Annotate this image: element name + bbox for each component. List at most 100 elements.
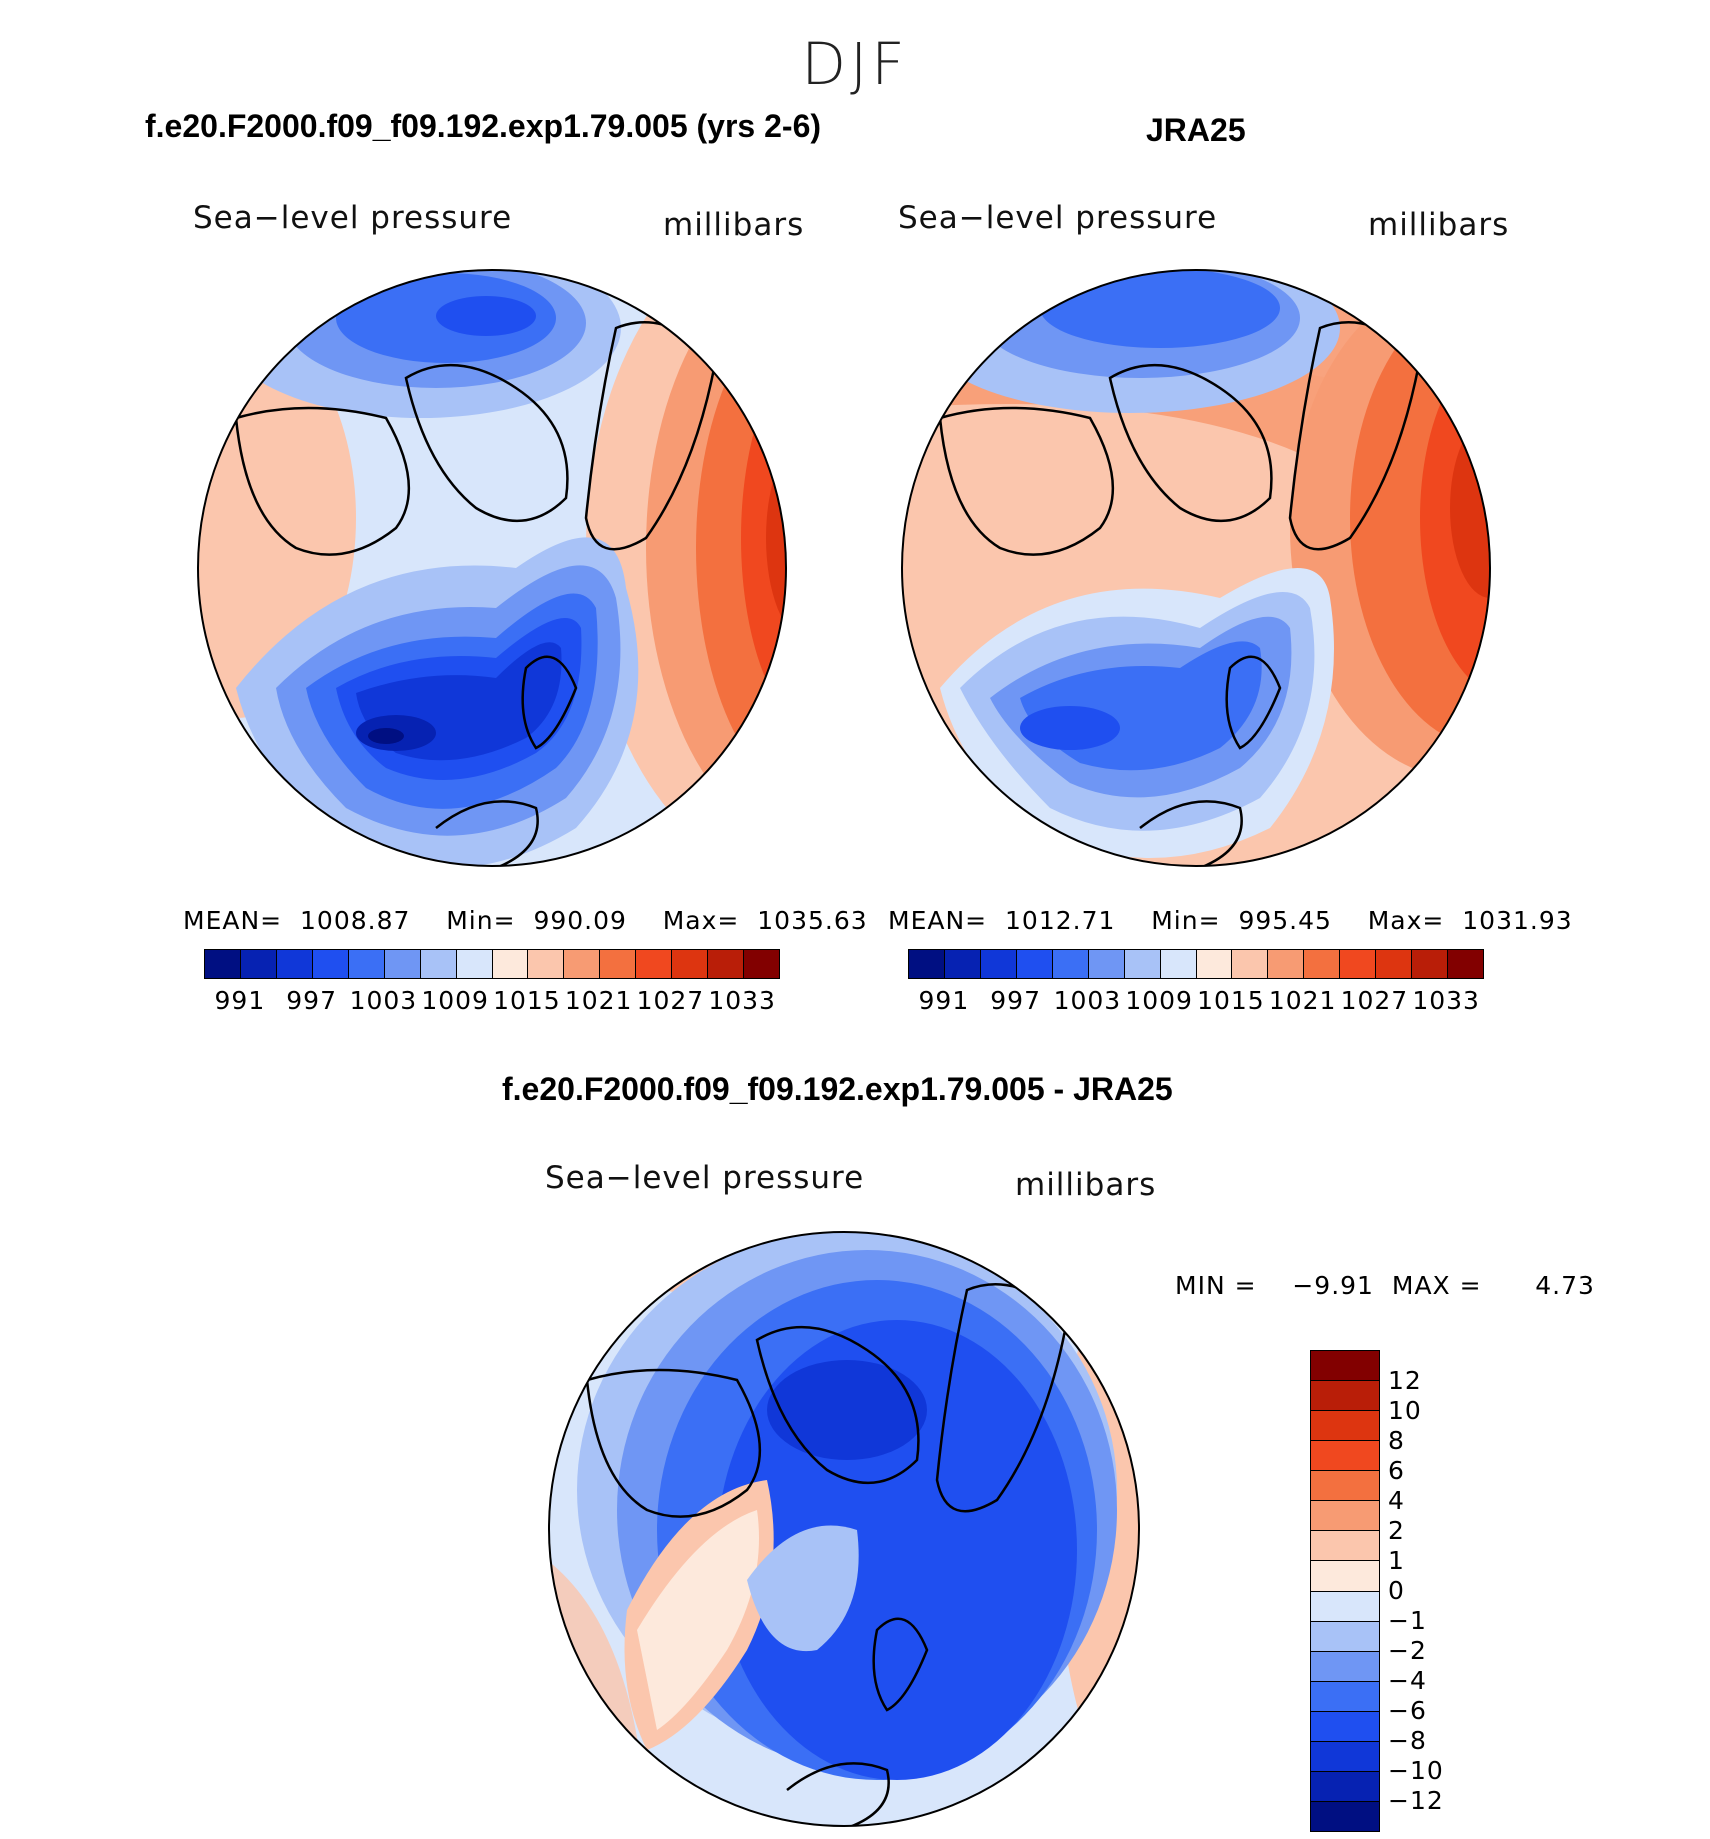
colorbar-swatch	[1311, 1741, 1379, 1772]
colorbar-tick-label: 997	[990, 986, 1041, 1015]
colorbar-tick-label: −6	[1388, 1696, 1427, 1725]
diff-units-label: millibars	[1015, 1167, 1157, 1203]
colorbar-tick-label: −2	[1388, 1636, 1427, 1665]
colorbar-tick-label: 1033	[1412, 986, 1480, 1015]
colorbar-swatch	[1376, 950, 1413, 978]
colorbar-swatch	[1311, 1621, 1379, 1652]
model-mean-label: MEAN=	[183, 906, 283, 935]
colorbar-swatch	[1088, 950, 1125, 978]
colorbar-tick-label: 991	[214, 986, 266, 1015]
obs-max-value: 1031.93	[1462, 906, 1573, 935]
colorbar-swatch	[1304, 950, 1341, 978]
diff-colorbar	[1310, 1350, 1380, 1832]
colorbar-tick-label: −8	[1388, 1726, 1427, 1755]
obs-units-label: millibars	[1368, 207, 1510, 243]
colorbar-swatch	[456, 950, 493, 978]
colorbar-swatch	[528, 950, 565, 978]
colorbar-swatch	[1311, 1441, 1379, 1472]
obs-min-label: Min=	[1151, 906, 1221, 935]
colorbar-tick-label: 1021	[1268, 986, 1337, 1015]
diff-stats: MIN = −9.91 MAX = 4.73	[1175, 1271, 1595, 1300]
colorbar-swatch	[1311, 1501, 1379, 1532]
model-max-label: Max=	[662, 906, 740, 935]
colorbar-swatch	[744, 950, 779, 978]
obs-polar-map	[901, 269, 1491, 867]
colorbar-swatch	[1311, 1531, 1379, 1562]
colorbar-swatch	[1311, 1381, 1379, 1412]
colorbar-swatch	[600, 950, 637, 978]
diff-min-label: MIN =	[1175, 1271, 1257, 1300]
colorbar-tick-label: 4	[1388, 1486, 1405, 1515]
colorbar-swatch	[1311, 1771, 1379, 1802]
model-units-label: millibars	[663, 207, 805, 243]
colorbar-swatch	[240, 950, 277, 978]
colorbar-tick-label: −4	[1388, 1666, 1427, 1695]
colorbar-swatch	[672, 950, 709, 978]
obs-min-value: 995.45	[1238, 906, 1332, 935]
colorbar-tick-label: 0	[1388, 1576, 1405, 1605]
colorbar-swatch	[1448, 950, 1483, 978]
colorbar-tick-label: 1021	[564, 986, 633, 1015]
colorbar-tick-label: 991	[918, 986, 970, 1015]
colorbar-tick-label: 10	[1388, 1396, 1422, 1425]
colorbar-swatch	[1311, 1351, 1379, 1382]
colorbar-swatch	[1311, 1591, 1379, 1622]
model-colorbar	[204, 949, 780, 979]
obs-variable-label: Sea−level pressure	[898, 200, 1218, 236]
colorbar-swatch	[1196, 950, 1233, 978]
diff-max-value: 4.73	[1535, 1271, 1595, 1300]
obs-mean-value: 1012.71	[1005, 906, 1116, 935]
colorbar-swatch	[1412, 950, 1449, 978]
colorbar-swatch	[1311, 1561, 1379, 1592]
colorbar-tick-label: 1003	[349, 986, 418, 1015]
diff-max-label: MAX =	[1391, 1271, 1482, 1300]
colorbar-swatch	[1311, 1651, 1379, 1682]
season-title: DJF	[801, 30, 909, 98]
colorbar-tick-label: 1003	[1053, 986, 1122, 1015]
obs-colorbar-labels: 991 997 1003 1009 1015 1021 1027 1033	[908, 986, 1482, 1016]
colorbar-tick-label: 8	[1388, 1426, 1405, 1455]
model-mean-value: 1008.87	[300, 906, 411, 935]
model-polar-map	[197, 269, 787, 867]
colorbar-swatch	[1160, 950, 1197, 978]
model-colorbar-labels: 991 997 1003 1009 1015 1021 1027 1033	[204, 986, 778, 1016]
obs-panel-title: JRA25	[1146, 112, 1246, 148]
colorbar-swatch	[980, 950, 1017, 978]
diff-polar-map	[548, 1231, 1140, 1827]
colorbar-swatch	[1311, 1801, 1379, 1831]
model-max-value: 1035.63	[757, 906, 868, 935]
colorbar-swatch	[636, 950, 673, 978]
colorbar-tick-label: 1009	[1125, 986, 1193, 1015]
colorbar-tick-label: 997	[286, 986, 337, 1015]
colorbar-swatch	[944, 950, 981, 978]
colorbar-swatch	[1268, 950, 1305, 978]
colorbar-swatch	[1311, 1711, 1379, 1742]
obs-colorbar	[908, 949, 1484, 979]
colorbar-tick-label: 1033	[708, 986, 776, 1015]
obs-max-label: Max=	[1367, 906, 1445, 935]
colorbar-swatch	[1340, 950, 1377, 978]
colorbar-swatch	[492, 950, 529, 978]
diff-panel-title: f.e20.F2000.f09_f09.192.exp1.79.005 - JR…	[502, 1071, 1173, 1107]
colorbar-tick-label: 1027	[636, 986, 705, 1015]
colorbar-swatch	[564, 950, 601, 978]
colorbar-tick-label: 6	[1388, 1456, 1405, 1485]
diff-colorbar-labels: 12 10 8 6 4 2 1 0 −1 −2 −4 −6 −8 −10 −12	[1388, 1350, 1478, 1830]
obs-mean-label: MEAN=	[888, 906, 988, 935]
colorbar-tick-label: 1	[1388, 1546, 1405, 1575]
model-min-value: 990.09	[533, 906, 627, 935]
colorbar-swatch	[1311, 1411, 1379, 1442]
colorbar-tick-label: 1015	[1197, 986, 1265, 1015]
colorbar-swatch	[420, 950, 457, 978]
model-variable-label: Sea−level pressure	[193, 200, 513, 236]
colorbar-swatch	[1016, 950, 1053, 978]
model-stats: MEAN= 1008.87 Min= 990.09 Max= 1035.63	[183, 906, 868, 935]
colorbar-swatch	[312, 950, 349, 978]
colorbar-swatch	[708, 950, 745, 978]
colorbar-swatch	[1124, 950, 1161, 978]
colorbar-tick-label: 1009	[421, 986, 489, 1015]
colorbar-tick-label: 1027	[1340, 986, 1409, 1015]
colorbar-tick-label: −12	[1388, 1786, 1444, 1815]
colorbar-swatch	[276, 950, 313, 978]
colorbar-swatch	[1052, 950, 1089, 978]
